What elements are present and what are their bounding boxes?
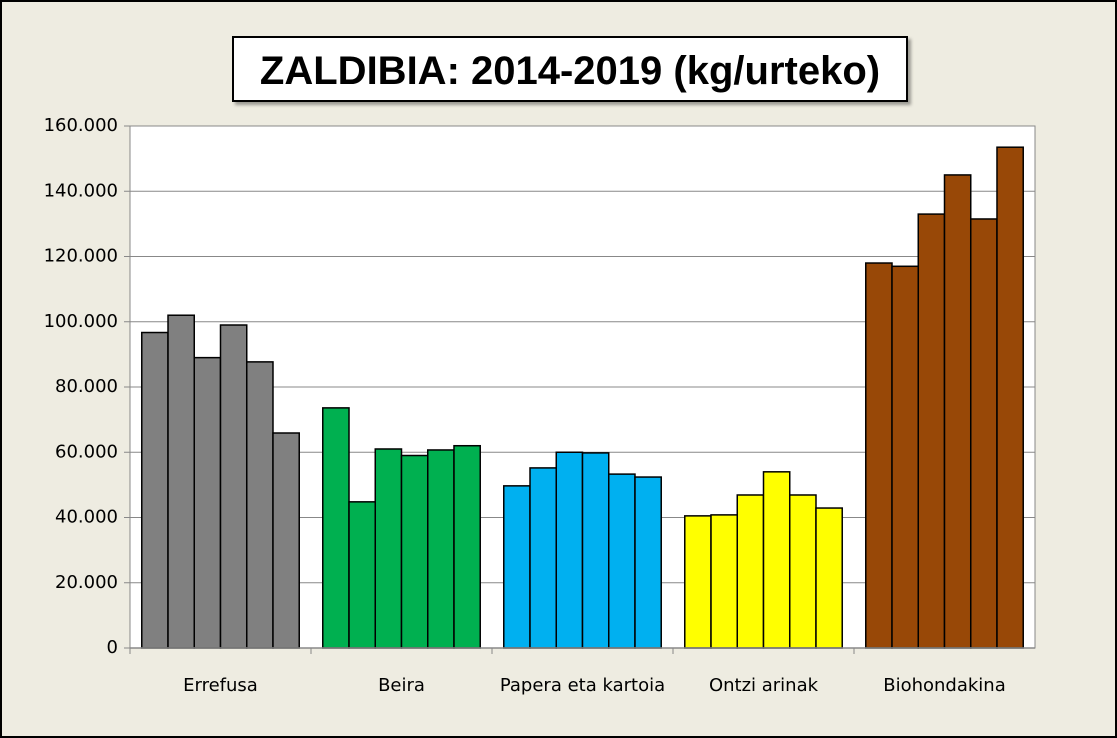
bar	[374, 448, 403, 649]
y-tick-label: 0	[107, 637, 118, 658]
bar	[736, 494, 765, 649]
bar	[245, 361, 274, 649]
bar	[865, 262, 893, 649]
y-tick-label: 40.000	[55, 507, 118, 528]
y-tick-label: 80.000	[55, 376, 118, 397]
bar	[426, 449, 455, 649]
y-tick-label: 60.000	[55, 441, 118, 462]
bar	[762, 471, 791, 649]
x-tick-label: Beira	[378, 675, 425, 696]
bar	[141, 331, 169, 649]
bar	[684, 515, 712, 649]
y-tick-label: 100.000	[44, 311, 118, 332]
bar	[815, 507, 843, 649]
bar	[322, 407, 350, 649]
bar	[193, 356, 222, 649]
bar	[453, 444, 481, 649]
bar	[400, 454, 429, 649]
bar	[503, 485, 531, 649]
bar	[891, 265, 920, 649]
x-tick-label: Ontzi arinak	[708, 675, 819, 696]
y-tick-label: 120.000	[44, 246, 118, 267]
bar	[788, 494, 817, 649]
x-tick-label: Papera eta kartoia	[499, 675, 666, 696]
bar	[272, 432, 300, 649]
x-tick-label: Biohondakina	[883, 675, 1006, 696]
bar	[634, 476, 662, 649]
bar	[555, 451, 584, 649]
bar	[969, 218, 998, 649]
bar	[917, 213, 946, 649]
bar	[943, 174, 972, 649]
bar	[348, 501, 377, 649]
bar	[581, 452, 610, 649]
y-tick-label: 160.000	[44, 115, 118, 136]
y-tick-label: 20.000	[55, 572, 118, 593]
bar	[996, 146, 1024, 649]
bar	[167, 314, 196, 649]
bar	[219, 324, 248, 649]
bar	[529, 467, 558, 649]
bar	[710, 514, 739, 649]
bar	[607, 473, 636, 649]
chart-title: ZALDIBIA: 2014-2019 (kg/urteko)	[232, 36, 908, 102]
x-tick-label: Errefusa	[183, 675, 258, 696]
y-tick-label: 140.000	[44, 180, 118, 201]
